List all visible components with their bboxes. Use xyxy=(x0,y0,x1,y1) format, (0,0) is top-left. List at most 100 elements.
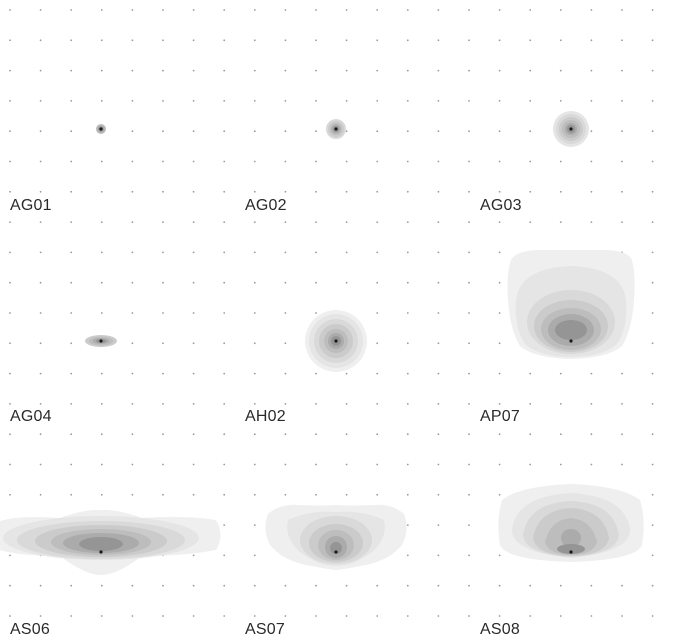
grid-dot xyxy=(223,312,226,314)
grid-dot xyxy=(70,281,73,284)
grid-dot xyxy=(651,312,654,314)
grid-dot xyxy=(345,251,348,254)
grid-dot xyxy=(70,160,73,163)
grid-dot xyxy=(376,251,379,254)
grid-dot xyxy=(9,584,11,587)
distribution-ag02 xyxy=(326,119,346,139)
grid-dot xyxy=(162,69,164,72)
grid-dot xyxy=(253,190,256,193)
grid-dot xyxy=(651,433,654,436)
grid-dot xyxy=(162,281,164,284)
grid-dot xyxy=(376,9,379,11)
grid-dot xyxy=(223,342,226,345)
grid-dot xyxy=(70,251,73,254)
grid-dot xyxy=(468,433,470,436)
grid-dot xyxy=(253,39,256,42)
grid-dot xyxy=(376,39,379,42)
grid-dot xyxy=(376,69,379,72)
grid-dot xyxy=(100,69,103,72)
grid-dot xyxy=(253,221,256,224)
grid-dot xyxy=(468,221,470,224)
grid-dot xyxy=(284,372,287,375)
grid-dot xyxy=(39,160,42,163)
grid-dot xyxy=(70,312,73,314)
grid-dot xyxy=(9,251,11,254)
distribution-as06 xyxy=(0,509,221,575)
grid-dot xyxy=(376,312,379,314)
grid-dot xyxy=(468,524,470,526)
grid-dot xyxy=(192,130,195,133)
grid-dot xyxy=(315,372,317,375)
grid-dot xyxy=(498,221,501,224)
grid-dot xyxy=(468,69,470,72)
center-point xyxy=(99,127,103,131)
grid-dot xyxy=(437,372,440,375)
grid-dot xyxy=(559,69,562,72)
grid-dot xyxy=(39,251,42,254)
grid-dot xyxy=(498,100,501,102)
grid-dot xyxy=(192,312,195,314)
grid-dot xyxy=(100,433,103,436)
grid-dot xyxy=(223,554,226,557)
grid-dot xyxy=(437,9,440,11)
grid-dot xyxy=(651,160,654,163)
grid-dot xyxy=(651,615,654,617)
grid-dot xyxy=(621,221,623,224)
grid-dot xyxy=(651,403,654,405)
grid-dot xyxy=(131,615,134,617)
grid-dot xyxy=(345,9,348,11)
grid-dot xyxy=(498,69,501,72)
grid-dot xyxy=(70,130,73,133)
cell-label-ap07: AP07 xyxy=(480,408,520,425)
grid-dot xyxy=(406,160,409,163)
grid-dot xyxy=(406,130,409,133)
grid-dot xyxy=(253,251,256,254)
grid-dot xyxy=(437,251,440,254)
grid-dot xyxy=(437,190,440,193)
grid-dot xyxy=(253,281,256,284)
grid-dot xyxy=(131,584,134,587)
grid-dot xyxy=(192,584,195,587)
grid-dot xyxy=(100,9,103,11)
distribution-as07 xyxy=(265,504,407,570)
grid-dot xyxy=(406,463,409,466)
grid-dot xyxy=(651,584,654,587)
grid-dot xyxy=(315,493,317,496)
grid-dot xyxy=(131,312,134,314)
grid-dot xyxy=(315,9,317,11)
grid-dot xyxy=(468,342,470,345)
grid-dot xyxy=(131,281,134,284)
grid-dot xyxy=(162,372,164,375)
grid-dot xyxy=(376,160,379,163)
grid-dot xyxy=(529,190,532,193)
grid-dot xyxy=(253,554,256,557)
grid-dot xyxy=(651,463,654,466)
grid-dot xyxy=(70,372,73,375)
grid-dot xyxy=(345,584,348,587)
grid-dot xyxy=(468,493,470,496)
grid-dot xyxy=(559,615,562,617)
grid-dot xyxy=(529,130,532,133)
grid-dot xyxy=(162,342,164,345)
distribution-ag03 xyxy=(553,111,589,147)
grid-dot xyxy=(529,584,532,587)
grid-dot xyxy=(131,433,134,436)
grid-dot xyxy=(192,251,195,254)
grid-dot xyxy=(223,433,226,436)
grid-dot xyxy=(162,9,164,11)
distribution-ap07 xyxy=(507,250,635,359)
grid-dot xyxy=(253,160,256,163)
grid-dot xyxy=(39,39,42,42)
grid-dot xyxy=(529,39,532,42)
grid-dot xyxy=(192,69,195,72)
grid-dot xyxy=(70,39,73,42)
grid-dot xyxy=(468,251,470,254)
grid-dot xyxy=(223,39,226,42)
center-point xyxy=(334,339,338,343)
grid-dot xyxy=(131,372,134,375)
grid-dot xyxy=(437,281,440,284)
grid-dot xyxy=(651,281,654,284)
grid-dot xyxy=(406,190,409,193)
grid-dot xyxy=(253,403,256,405)
grid-dot xyxy=(437,160,440,163)
